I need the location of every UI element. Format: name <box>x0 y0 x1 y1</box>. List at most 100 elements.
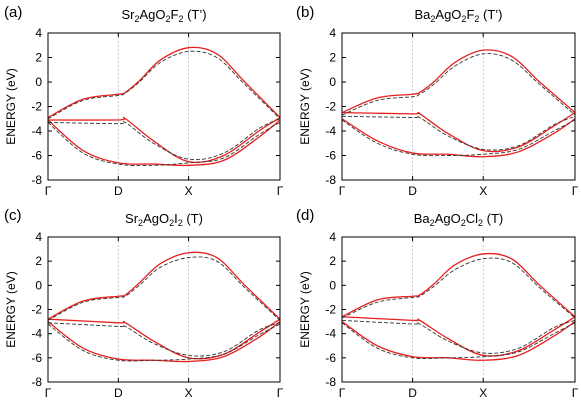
solid-band-line <box>48 251 280 320</box>
y-axis-label: ENERGY (eV) <box>4 271 18 347</box>
title-subscript: 2 <box>461 218 466 228</box>
y-tick-label: -2 <box>31 100 42 114</box>
chart-title: Ba2AgO2Cl2 (T) <box>414 211 503 228</box>
title-subscript: 2 <box>478 218 483 228</box>
y-tick-label: -6 <box>325 351 336 365</box>
panel-d: -8 -6 -4 -2 0 2 4 Γ D X Γ ENERGY (eV) (d) Ba2AgO2Cl2 … <box>296 207 579 400</box>
x-tick-label: Γ <box>277 184 284 198</box>
plot-frame <box>341 236 576 383</box>
panel-label: (c) <box>4 207 22 224</box>
title-subscript: 2 <box>138 218 143 228</box>
title-segment: I <box>174 211 178 226</box>
y-tick-label: -8 <box>325 375 336 389</box>
title-subscript: 2 <box>461 14 466 24</box>
title-segment: F <box>170 7 178 22</box>
y-tick-label: -2 <box>31 303 42 317</box>
dashed-band-line <box>342 115 575 151</box>
x-tick-label: Γ <box>572 184 579 198</box>
x-tick-label: D <box>408 184 417 198</box>
y-tick-label: -2 <box>325 100 336 114</box>
x-tick-label: X <box>185 386 193 400</box>
title-segment: (T’) <box>479 7 502 22</box>
title-segment: AgO <box>139 7 165 22</box>
dashed-band-line <box>48 323 280 362</box>
dashed-band-line <box>342 257 575 319</box>
y-tick-label: 4 <box>35 230 42 244</box>
title-segment: (T) <box>183 211 203 226</box>
title-segment: AgO <box>435 211 461 226</box>
band-curves <box>342 49 575 158</box>
title-subscript: 2 <box>169 218 174 228</box>
dashed-band-line <box>342 322 575 360</box>
dashed-band-line <box>342 53 575 116</box>
y-tick-label: -6 <box>325 149 336 163</box>
title-segment: AgO <box>435 7 461 22</box>
title-subscript: 2 <box>178 14 183 24</box>
x-tick-label: Γ <box>45 386 52 400</box>
title-subscript: 2 <box>430 14 435 24</box>
dashed-band-line <box>48 118 280 161</box>
y-tick-label: 4 <box>35 26 42 40</box>
y-tick-label: 2 <box>329 51 336 65</box>
band-curves <box>342 252 575 361</box>
y-tick-label: -6 <box>31 149 42 163</box>
x-tick-label: X <box>479 386 487 400</box>
solid-band-line <box>342 49 575 114</box>
y-tick-label: -4 <box>325 327 336 341</box>
title-segment: (T’) <box>183 7 206 22</box>
y-tick-label: -4 <box>325 124 336 138</box>
y-tick-label: 2 <box>35 51 42 65</box>
band-curves <box>48 46 280 167</box>
plot-frame <box>47 32 281 181</box>
x-tick-label: X <box>479 184 487 198</box>
dashed-band-line <box>48 322 280 357</box>
x-tick-label: D <box>114 386 123 400</box>
title-subscript: 2 <box>474 14 479 24</box>
y-tick-label: -6 <box>31 351 42 365</box>
y-tick-label: -2 <box>325 303 336 317</box>
y-tick-label: 4 <box>329 26 336 40</box>
title-segment: Ba <box>414 211 431 226</box>
title-segment: F <box>466 7 474 22</box>
band-curves <box>48 251 280 363</box>
title-segment: Sr <box>125 211 139 226</box>
y-axis-label: ENERGY (eV) <box>4 68 18 144</box>
solid-band-line <box>342 252 575 318</box>
title-subscript: 2 <box>165 14 170 24</box>
title-segment: Sr <box>121 7 135 22</box>
x-tick-label: D <box>114 184 123 198</box>
y-tick-label: 2 <box>329 254 336 268</box>
chart-title: Ba2AgO2F2 (T’) <box>414 7 502 24</box>
x-tick-label: X <box>185 184 193 198</box>
title-segment: Ba <box>414 7 431 22</box>
y-tick-label: -4 <box>31 124 42 138</box>
x-tick-label: Γ <box>277 386 284 400</box>
solid-band-line <box>48 321 280 363</box>
solid-band-line <box>342 118 575 158</box>
x-tick-label: D <box>408 386 417 400</box>
y-tick-label: -4 <box>31 327 42 341</box>
title-subscript: 2 <box>178 218 183 228</box>
y-tick-label: 0 <box>329 75 336 89</box>
x-tick-label: Γ <box>339 386 346 400</box>
title-subscript: 2 <box>430 218 435 228</box>
x-tick-label: Γ <box>339 184 346 198</box>
title-segment: AgO <box>143 211 169 226</box>
plot-frame <box>341 32 576 181</box>
x-tick-label: Γ <box>45 184 52 198</box>
dashed-band-line <box>342 119 575 157</box>
y-tick-label: -8 <box>325 173 336 187</box>
dashed-band-line <box>48 122 280 166</box>
y-axis-label: ENERGY (eV) <box>298 68 312 144</box>
dashed-band-line <box>48 256 280 321</box>
dashed-band-line <box>342 319 575 354</box>
y-axis-label: ENERGY (eV) <box>298 271 312 347</box>
panel-label: (a) <box>4 4 22 21</box>
y-tick-label: -8 <box>31 375 42 389</box>
solid-band-line <box>48 119 280 167</box>
panel-label: (b) <box>296 4 314 21</box>
